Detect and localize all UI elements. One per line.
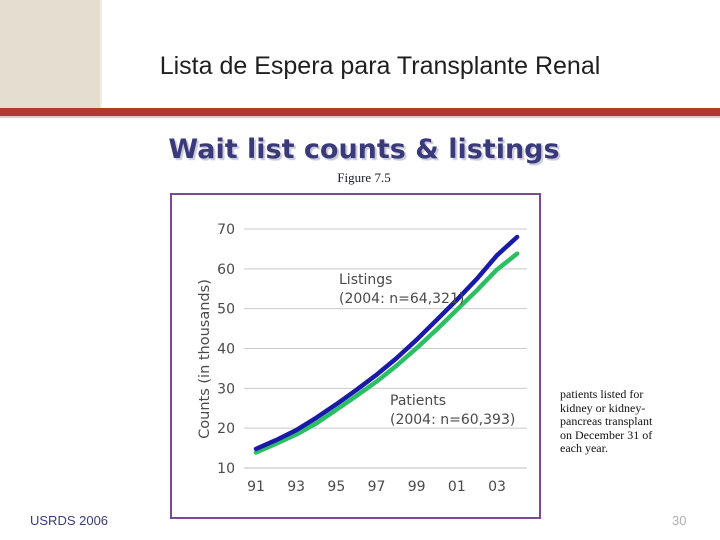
y-tick-label: 70 [217,222,235,238]
left-decorative-edge [100,0,102,108]
figure-label: Figure 7.5 [337,170,391,185]
y-tick-label: 10 [217,461,235,477]
page-number: 30 [672,513,687,528]
annotation-patients: Patients (2004: n=60,393) [390,393,515,428]
line-chart: 10 20 30 40 50 60 70 91 93 95 97 99 01 03 Counts (in… [197,222,527,495]
y-axis-label: Counts (in thousands) [197,279,213,439]
title-divider-shadow [0,116,720,118]
x-tick-label: 03 [488,479,506,495]
series-line-listings [253,234,520,452]
chart-title: Wait list counts & listings [168,134,560,165]
annotation-title: Patients [390,393,446,409]
y-tick-label: 50 [217,302,235,318]
left-decorative-panel [0,0,100,108]
annotation-title: Listings [339,272,392,288]
series-annotations: Listings (2004: n=64,321) Patients (2004: n… [339,272,515,428]
x-tick-label: 97 [368,479,386,495]
annotation-listings: Listings (2004: n=64,321) [339,272,464,307]
y-tick-label: 60 [217,262,235,278]
x-tick-label: 93 [287,479,305,495]
chart-frame: 10 20 30 40 50 60 70 91 93 95 97 99 01 03 Counts (in… [170,193,541,519]
series-lines [253,234,520,455]
y-tick-label: 20 [217,421,235,437]
y-tick-labels: 10 20 30 40 50 60 70 [217,222,235,477]
gridlines [244,228,527,469]
x-tick-label: 91 [247,479,265,495]
series-line-patients [253,251,520,455]
annotation-value: (2004: n=64,321) [339,291,464,307]
y-tick-label: 30 [217,381,235,397]
annotation-value: (2004: n=60,393) [390,412,515,428]
x-tick-label: 95 [327,479,345,495]
x-tick-label: 99 [408,479,426,495]
title-divider-bar [0,108,720,116]
chart-footnote: patients listed for kidney or kidney-pan… [560,387,653,455]
x-tick-label: 01 [448,479,466,495]
y-tick-label: 40 [217,342,235,358]
slide-title: Lista de Espera para Transplante Renal [159,52,601,80]
source-label: USRDS 2006 [30,513,109,528]
x-tick-labels: 91 93 95 97 99 01 03 [247,479,506,495]
